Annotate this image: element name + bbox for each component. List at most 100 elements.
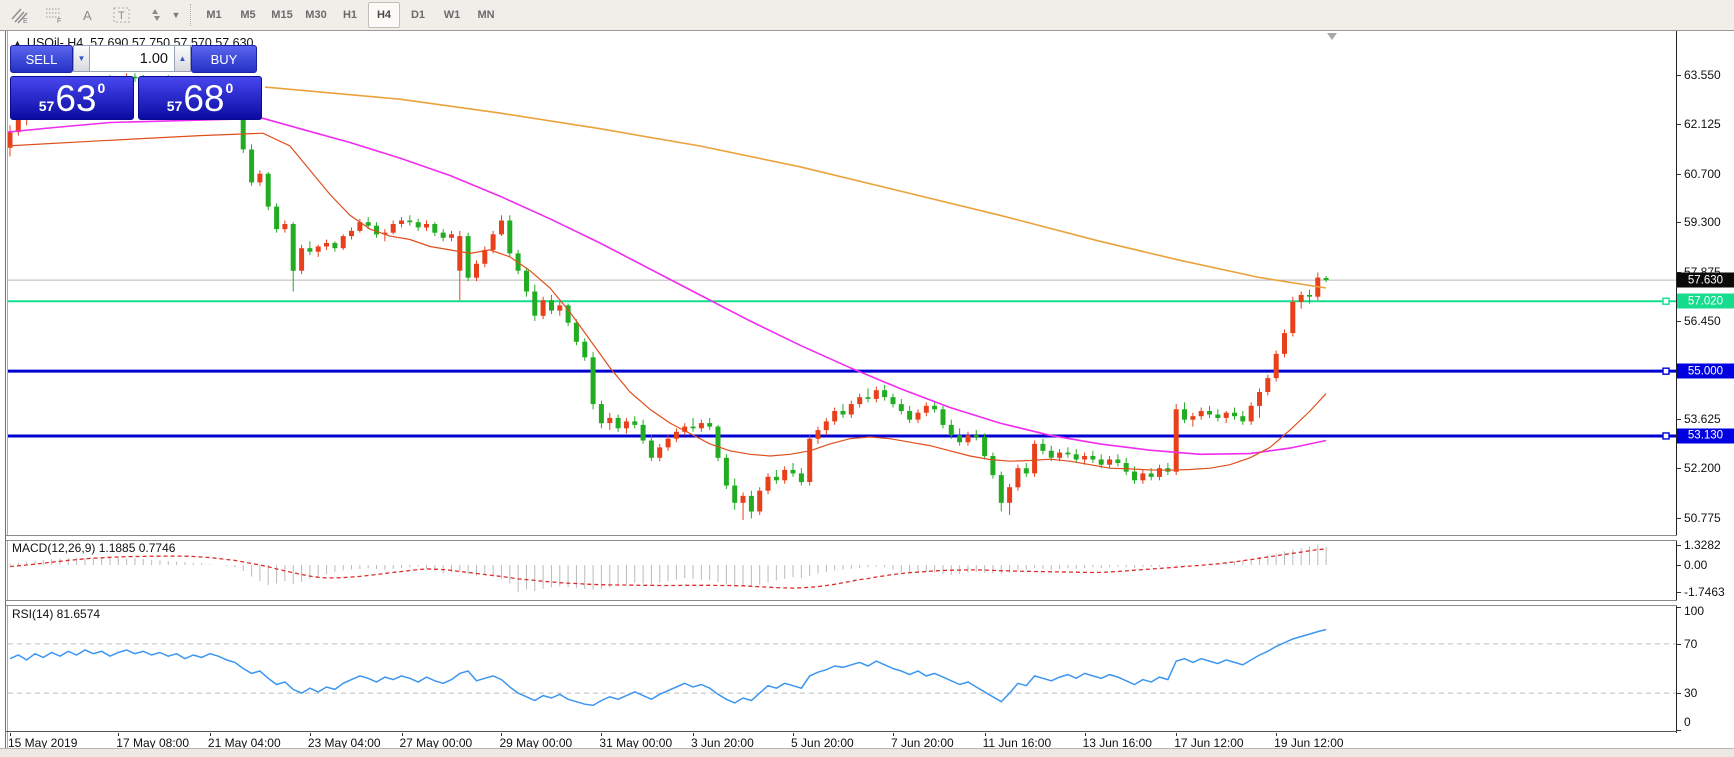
price-axis-label: 59.300 bbox=[1684, 215, 1721, 230]
price-axis-label: 56.450 bbox=[1684, 313, 1721, 328]
rsi-axis-tick bbox=[1677, 693, 1681, 695]
date-axis-label: 23 May 04:00 bbox=[307, 736, 381, 750]
one-click-trading-panel: SELL ▼ ▲ BUY 57 63 0 57 68 0 bbox=[10, 45, 262, 122]
date-axis-label: 17 May 08:00 bbox=[116, 736, 189, 750]
price-level-badge: 55.000 bbox=[1677, 363, 1734, 379]
buy-price-sup: 0 bbox=[225, 80, 234, 96]
timeframe-button-H1[interactable]: H1 bbox=[342, 9, 358, 21]
date-axis-label: 5 Jun 20:00 bbox=[791, 736, 854, 750]
date-axis-tick bbox=[501, 733, 503, 736]
rsi-axis-label: 30 bbox=[1684, 686, 1698, 701]
svg-text:A: A bbox=[83, 8, 92, 23]
toolbar-separator bbox=[190, 4, 192, 26]
price-axis-tick bbox=[1677, 75, 1681, 76]
arrows-icon[interactable] bbox=[142, 2, 170, 28]
date-axis-label: 19 Jun 12:00 bbox=[1274, 736, 1344, 750]
sell-price-small: 57 bbox=[38, 98, 55, 114]
price-axis-label: 50.775 bbox=[1684, 510, 1721, 525]
date-axis-tick bbox=[10, 733, 11, 736]
price-axis-tick bbox=[1677, 418, 1681, 420]
window-top-border bbox=[0, 30, 1734, 31]
date-axis-label: 21 May 04:00 bbox=[207, 736, 281, 750]
panel-separator-1[interactable] bbox=[6, 535, 1677, 541]
date-axis-label: 15 May 2019 bbox=[8, 736, 78, 750]
macd-label: MACD(12,26,9) 1.1885 0.7746 bbox=[12, 541, 176, 555]
timeframe-button-M30[interactable]: M30 bbox=[305, 9, 327, 21]
price-level-badge: 53.130 bbox=[1677, 428, 1734, 444]
date-axis-tick bbox=[793, 733, 795, 736]
date-axis-tick bbox=[118, 733, 120, 736]
date-axis-tick bbox=[209, 733, 211, 736]
price-axis-tick bbox=[1677, 468, 1681, 470]
volume-increase-button[interactable]: ▲ bbox=[174, 45, 191, 72]
sell-price-sup: 0 bbox=[97, 80, 106, 96]
price-axis-label: 62.125 bbox=[1684, 117, 1721, 132]
sell-price-display[interactable]: 57 63 0 bbox=[10, 76, 134, 120]
price-axis-tick bbox=[1677, 320, 1681, 322]
date-axis-label: 29 May 00:00 bbox=[499, 736, 573, 750]
rsi-axis-tick bbox=[1677, 643, 1681, 645]
macd-axis-tick bbox=[1677, 544, 1681, 546]
timeframe-button-M5[interactable]: M5 bbox=[240, 9, 256, 21]
window-bottom-strip bbox=[0, 748, 1734, 757]
date-axis-tick bbox=[1084, 733, 1086, 736]
timeframe-button-W1[interactable]: W1 bbox=[443, 9, 461, 21]
main-chart[interactable] bbox=[8, 33, 1676, 535]
date-axis-tick bbox=[1176, 733, 1178, 736]
macd-axis-label: 1.3282 bbox=[1684, 537, 1721, 552]
timeframe-button-H4[interactable]: H4 bbox=[368, 2, 400, 28]
buy-price-big: 68 bbox=[183, 77, 225, 119]
rsi-axis-label: 0 bbox=[1684, 715, 1691, 729]
text-label-icon[interactable]: T bbox=[108, 2, 136, 28]
buy-price-display[interactable]: 57 68 0 bbox=[138, 76, 262, 120]
chart-shift-marker[interactable] bbox=[1327, 33, 1337, 40]
date-axis-border bbox=[6, 731, 1677, 732]
chart-window[interactable]: ▲ USOil-,H4 57.690 57.750 57.570 57.630 M… bbox=[0, 30, 1734, 757]
rsi-label: RSI(14) 81.6574 bbox=[12, 607, 101, 621]
timeframe-buttons: M1 M5 M15 M30 H1 H4 D1 W1 MN bbox=[198, 2, 504, 28]
date-axis-label: 11 Jun 16:00 bbox=[982, 736, 1052, 750]
volume-input[interactable] bbox=[90, 45, 174, 72]
timeframe-button-M1[interactable]: M1 bbox=[206, 9, 222, 21]
arrows-dropdown-caret[interactable]: ▼ bbox=[171, 10, 181, 20]
macd-axis-tick bbox=[1677, 591, 1681, 593]
timeframe-button-M15[interactable]: M15 bbox=[271, 9, 293, 21]
rsi-chart[interactable] bbox=[8, 604, 1676, 731]
text-icon[interactable]: A bbox=[74, 2, 102, 28]
equidistant-channel-icon[interactable]: E bbox=[6, 2, 34, 28]
buy-price-small: 57 bbox=[166, 98, 183, 114]
window-left-border-inner bbox=[7, 31, 8, 748]
window-left-border bbox=[5, 31, 6, 748]
date-axis-tick bbox=[1276, 733, 1278, 736]
sell-price-big: 63 bbox=[55, 77, 97, 119]
macd-axis-tick bbox=[1677, 565, 1681, 566]
timeframe-button-MN[interactable]: MN bbox=[477, 9, 495, 21]
symbol-collapse-icon[interactable]: ▲ bbox=[13, 38, 22, 48]
macd-chart[interactable] bbox=[8, 539, 1676, 600]
timeframe-button-D1[interactable]: D1 bbox=[410, 9, 426, 21]
fibonacci-icon[interactable]: F bbox=[40, 2, 68, 28]
price-axis-border bbox=[1676, 31, 1677, 733]
svg-text:F: F bbox=[57, 18, 61, 24]
toolbar: E F A T ▼ M1 M5 M15 M30 H1 H4 D1 W1 MN bbox=[0, 0, 1734, 31]
date-axis-tick bbox=[601, 733, 603, 736]
date-axis-label: 13 Jun 16:00 bbox=[1082, 736, 1152, 750]
buy-button[interactable]: BUY bbox=[191, 45, 257, 73]
price-axis-tick bbox=[1677, 124, 1681, 126]
price-axis-tick bbox=[1677, 271, 1681, 273]
panel-separator-2[interactable] bbox=[6, 600, 1677, 606]
rsi-axis-label: 100 bbox=[1684, 604, 1705, 618]
date-axis-tick bbox=[892, 733, 894, 736]
date-axis-tick bbox=[693, 733, 695, 736]
price-axis-label: 53.625 bbox=[1684, 411, 1721, 426]
date-axis-label: 7 Jun 20:00 bbox=[890, 736, 954, 750]
date-axis-tick bbox=[309, 733, 311, 736]
macd-axis-label: 0.00 bbox=[1684, 558, 1708, 572]
date-axis-label: 3 Jun 20:00 bbox=[691, 736, 754, 750]
price-axis-tick bbox=[1677, 517, 1681, 519]
price-level-badge: 57.630 bbox=[1677, 272, 1734, 288]
volume-decrease-button[interactable]: ▼ bbox=[73, 45, 90, 72]
price-level-badge: 57.020 bbox=[1677, 293, 1734, 309]
date-axis-tick bbox=[984, 733, 986, 736]
sell-button[interactable]: SELL bbox=[10, 45, 73, 73]
